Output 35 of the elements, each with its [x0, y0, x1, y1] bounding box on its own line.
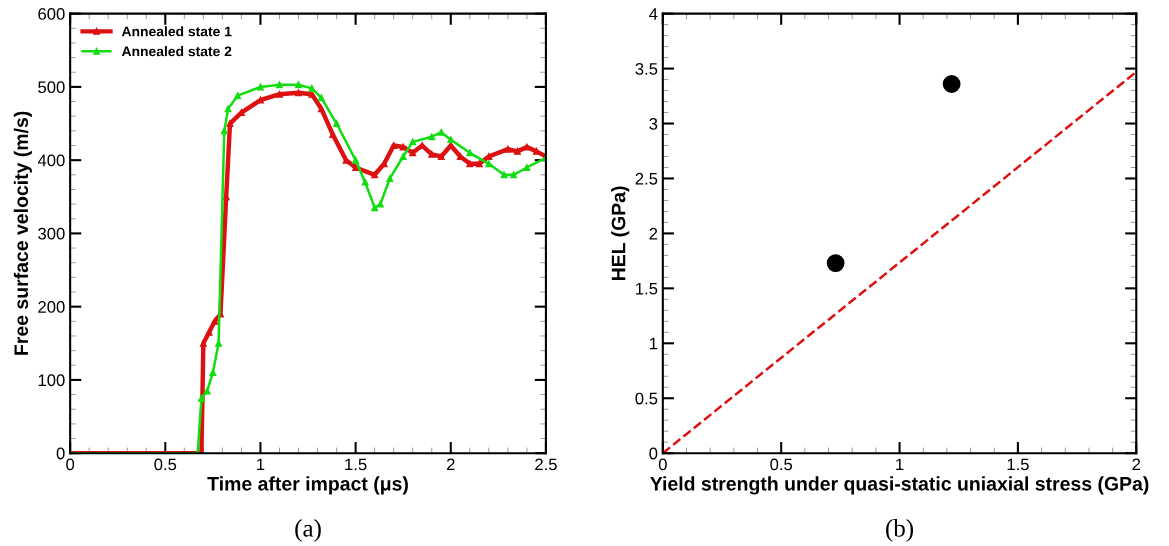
- y-tick-label: 3: [649, 117, 658, 130]
- y-tick-label: 2: [649, 227, 658, 240]
- x-tick-label: 0.5: [770, 458, 793, 471]
- x-tick-label: 1: [257, 458, 265, 471]
- text: (b): [886, 519, 914, 542]
- y-tick-label: 0: [56, 447, 65, 460]
- y-tick-label: 4: [649, 8, 658, 20]
- text: (a): [295, 519, 321, 542]
- x-tick-label: 0: [66, 458, 75, 471]
- y-tick-label: 2.5: [635, 172, 658, 185]
- y-tick-label: 400: [37, 154, 65, 167]
- x-tick-label: 2.5: [535, 458, 557, 471]
- y-axis-title: HEL (GPa): [611, 186, 630, 281]
- x-axis-title: Time after impact (μs): [207, 476, 408, 495]
- legend-label: Annealed state 1: [121, 26, 232, 37]
- x-tick-label: 0: [658, 458, 667, 471]
- x-tick-label: 2: [446, 458, 455, 471]
- y-tick-label: 300: [38, 227, 65, 240]
- x-tick-label: 2: [1132, 458, 1141, 471]
- y-tick-label: 1.5: [636, 282, 658, 295]
- y-tick-label: 0: [649, 447, 658, 460]
- x-axis-title: Yield strength under quasi-static uniaxial stress (GPa): [650, 476, 1149, 495]
- y-axis-title: Free surface velocity (m/s): [13, 111, 32, 355]
- y-tick-label: 1: [649, 337, 658, 350]
- y-tick-label: 3.5: [635, 62, 658, 75]
- x-tick-label: 1.5: [1007, 458, 1029, 471]
- x-tick-label: 0.5: [154, 458, 177, 471]
- x-tick-label: 1: [896, 458, 904, 471]
- y-tick-label: 100: [38, 374, 65, 387]
- y-tick-label: 600: [38, 8, 65, 20]
- legend-label: Annealed state 2: [121, 46, 232, 57]
- y-tick-label: 200: [38, 301, 65, 313]
- x-tick-label: 1.5: [345, 458, 367, 471]
- y-tick-label: 500: [38, 81, 65, 94]
- y-tick-label: 0.5: [635, 392, 658, 405]
